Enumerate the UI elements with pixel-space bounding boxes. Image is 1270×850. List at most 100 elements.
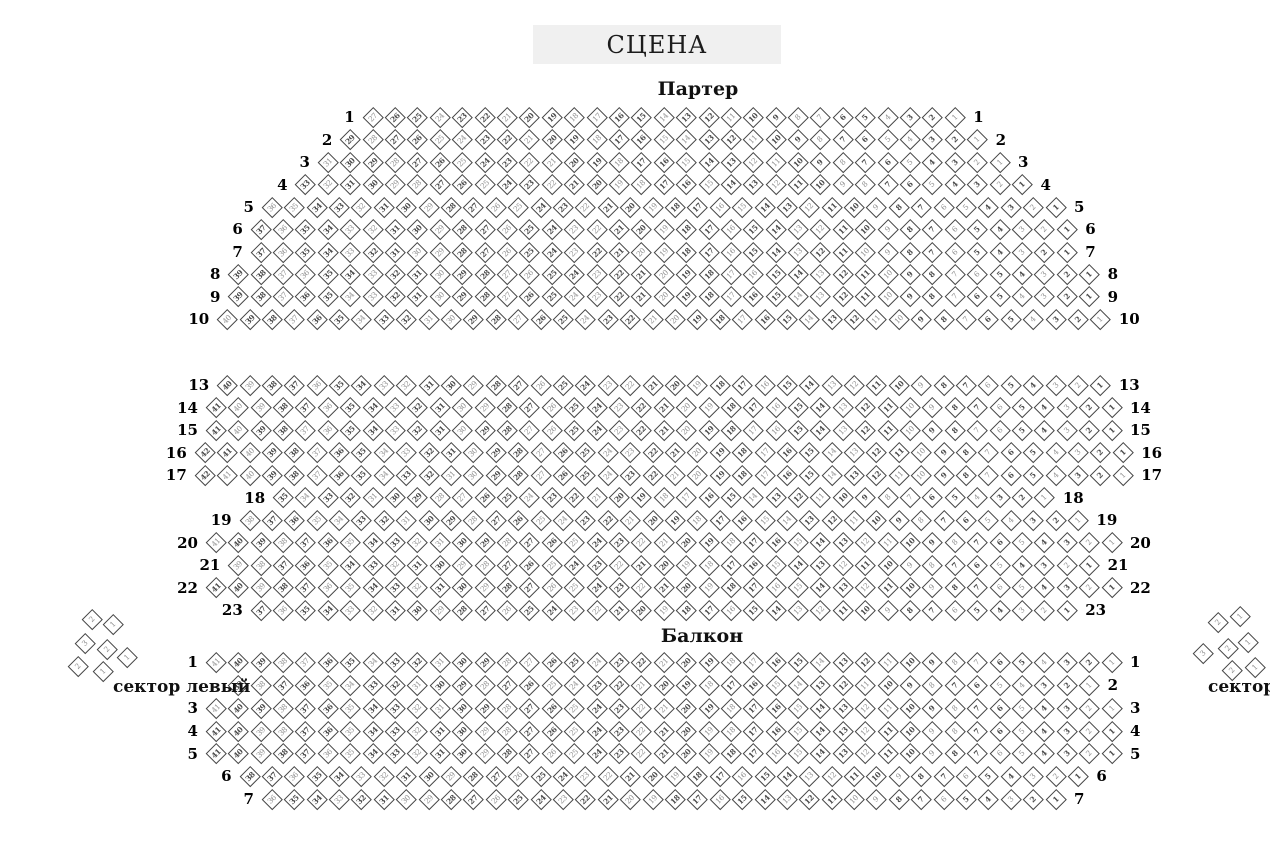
seat[interactable]: 19 bbox=[653, 218, 675, 240]
seat[interactable]: 22 bbox=[563, 487, 585, 509]
seat[interactable]: 9 bbox=[810, 151, 832, 173]
sector-right-seat[interactable]: 3 bbox=[1192, 642, 1214, 664]
seat[interactable]: 37 bbox=[261, 765, 283, 787]
seat[interactable]: 11 bbox=[821, 788, 843, 810]
seat[interactable]: 22 bbox=[630, 419, 652, 441]
seat[interactable]: 27 bbox=[429, 173, 451, 195]
seat[interactable]: 10 bbox=[888, 374, 910, 396]
seat[interactable]: 28 bbox=[507, 442, 529, 464]
seat[interactable]: 23 bbox=[597, 308, 619, 330]
seat[interactable]: 19 bbox=[664, 509, 686, 531]
seat[interactable]: 25 bbox=[429, 128, 451, 150]
seat[interactable]: 40 bbox=[239, 464, 261, 486]
seat[interactable]: 24 bbox=[541, 241, 563, 263]
seat[interactable]: 41 bbox=[205, 397, 227, 419]
seat[interactable]: 18 bbox=[664, 196, 686, 218]
seat[interactable]: 34 bbox=[362, 419, 384, 441]
seat[interactable]: 25 bbox=[563, 577, 585, 599]
seat[interactable]: 23 bbox=[608, 697, 630, 719]
seat[interactable]: 35 bbox=[306, 509, 328, 531]
seat[interactable]: 33 bbox=[362, 286, 384, 308]
seat[interactable]: 5 bbox=[1011, 397, 1033, 419]
seat[interactable]: 3 bbox=[1056, 577, 1078, 599]
seat[interactable]: 29 bbox=[418, 788, 440, 810]
seat[interactable]: 17 bbox=[686, 196, 708, 218]
seat[interactable]: 27 bbox=[474, 241, 496, 263]
seat[interactable]: 28 bbox=[496, 651, 518, 673]
sector-left-seat[interactable]: 2 bbox=[81, 608, 103, 630]
seat[interactable]: 23 bbox=[574, 765, 596, 787]
seat[interactable]: 30 bbox=[429, 554, 451, 576]
seat[interactable]: 14 bbox=[810, 651, 832, 673]
seat[interactable]: 1 bbox=[1011, 173, 1033, 195]
seat[interactable]: 35 bbox=[351, 464, 373, 486]
sector-right-seat[interactable]: 1 bbox=[1229, 605, 1251, 627]
seat[interactable]: 37 bbox=[295, 697, 317, 719]
seat[interactable]: 31 bbox=[418, 374, 440, 396]
seat[interactable]: 17 bbox=[742, 577, 764, 599]
seat[interactable]: 3 bbox=[1033, 263, 1055, 285]
seat[interactable]: 3 bbox=[899, 106, 921, 128]
seat[interactable]: 16 bbox=[765, 651, 787, 673]
seat[interactable]: 8 bbox=[832, 151, 854, 173]
seat[interactable]: 30 bbox=[451, 651, 473, 673]
seat[interactable]: 12 bbox=[720, 128, 742, 150]
seat[interactable]: 18 bbox=[720, 419, 742, 441]
seat[interactable]: 36 bbox=[283, 509, 305, 531]
seat[interactable]: 8 bbox=[854, 173, 876, 195]
seat[interactable]: 19 bbox=[675, 263, 697, 285]
seat[interactable]: 29 bbox=[440, 509, 462, 531]
seat[interactable]: 37 bbox=[295, 532, 317, 554]
seat[interactable]: 14 bbox=[720, 173, 742, 195]
seat[interactable]: 6 bbox=[877, 151, 899, 173]
seat[interactable]: 4 bbox=[1000, 765, 1022, 787]
seat[interactable]: 32 bbox=[351, 788, 373, 810]
seat[interactable]: 35 bbox=[295, 241, 317, 263]
seat[interactable]: 42 bbox=[194, 464, 216, 486]
seat[interactable]: 28 bbox=[451, 241, 473, 263]
seat[interactable]: 18 bbox=[653, 487, 675, 509]
seat[interactable]: 11 bbox=[832, 599, 854, 621]
seat[interactable]: 23 bbox=[619, 464, 641, 486]
seat[interactable]: 8 bbox=[910, 765, 932, 787]
seat[interactable]: 29 bbox=[407, 487, 429, 509]
seat[interactable]: 29 bbox=[474, 651, 496, 673]
seat[interactable]: 17 bbox=[709, 765, 731, 787]
seat[interactable]: 26 bbox=[541, 742, 563, 764]
seat[interactable]: 31 bbox=[407, 286, 429, 308]
seat[interactable]: 5 bbox=[955, 788, 977, 810]
seat[interactable]: 33 bbox=[295, 173, 317, 195]
seat[interactable]: 35 bbox=[317, 674, 339, 696]
seat[interactable]: 8 bbox=[933, 308, 955, 330]
seat[interactable]: 3 bbox=[921, 128, 943, 150]
seat[interactable]: 32 bbox=[317, 173, 339, 195]
seat[interactable]: 17 bbox=[742, 720, 764, 742]
seat[interactable]: 12 bbox=[698, 106, 720, 128]
seat[interactable]: 26 bbox=[552, 464, 574, 486]
seat[interactable]: 33 bbox=[362, 674, 384, 696]
seat[interactable]: 12 bbox=[832, 554, 854, 576]
seat[interactable]: 7 bbox=[921, 241, 943, 263]
seat[interactable]: 33 bbox=[328, 788, 350, 810]
seat[interactable]: 41 bbox=[205, 532, 227, 554]
seat[interactable]: 33 bbox=[384, 742, 406, 764]
seat[interactable]: 17 bbox=[742, 651, 764, 673]
seat[interactable]: 30 bbox=[451, 419, 473, 441]
seat[interactable]: 28 bbox=[451, 218, 473, 240]
seat[interactable]: 16 bbox=[742, 286, 764, 308]
seat[interactable]: 3 bbox=[1000, 788, 1022, 810]
seat[interactable]: 34 bbox=[306, 788, 328, 810]
seat[interactable]: 13 bbox=[787, 241, 809, 263]
seat[interactable]: 28 bbox=[451, 599, 473, 621]
seat[interactable]: 17 bbox=[720, 286, 742, 308]
seat[interactable]: 31 bbox=[373, 196, 395, 218]
seat[interactable]: 33 bbox=[384, 419, 406, 441]
seat[interactable]: 8 bbox=[899, 241, 921, 263]
seat[interactable]: 15 bbox=[731, 196, 753, 218]
seat[interactable]: 16 bbox=[653, 151, 675, 173]
seat[interactable]: 32 bbox=[395, 308, 417, 330]
seat[interactable]: 38 bbox=[250, 554, 272, 576]
seat[interactable]: 2 bbox=[1011, 487, 1033, 509]
seat[interactable]: 15 bbox=[765, 286, 787, 308]
seat[interactable]: 1 bbox=[1089, 374, 1111, 396]
